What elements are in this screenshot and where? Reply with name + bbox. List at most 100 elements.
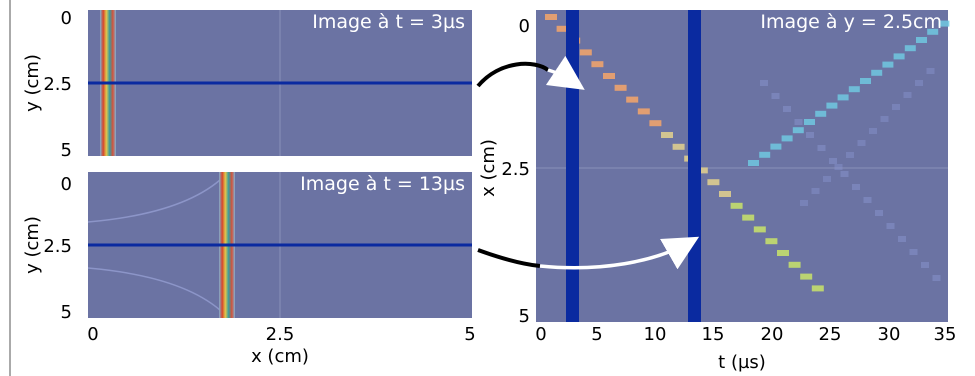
trace-faint-step (903, 92, 912, 98)
trace-faint-step (834, 164, 843, 170)
y-axis-label: x (cm) (478, 139, 499, 197)
x-tick-label: 2.5 (266, 324, 295, 345)
panel-bottom-left-caption: Image à t = 13µs (300, 173, 465, 195)
trace-faint-step (817, 145, 826, 151)
x-tick-label: 15 (702, 324, 725, 345)
arrow-bottom (477, 236, 700, 270)
trace-faint-step (852, 184, 860, 190)
trace-descending-step (707, 179, 720, 186)
trace-descending-step (742, 214, 755, 221)
y-tick-label: 0 (519, 16, 530, 37)
trace-descending-step (811, 285, 824, 292)
trace-descending-step (591, 61, 604, 68)
trace-descending-step (719, 191, 731, 197)
reflection-curve-bottom (87, 267, 221, 311)
y-tick-label: 5 (61, 140, 72, 161)
trace-faint-step (932, 275, 941, 281)
arrow-top-white (545, 55, 585, 90)
trace-faint-step (846, 152, 854, 158)
wave-traces (545, 14, 950, 292)
trace-faint-step (875, 210, 883, 216)
time-marker-3us (566, 10, 579, 322)
trace-faint-step (915, 80, 923, 86)
trace-ascending-step (804, 119, 815, 125)
trace-faint-step (880, 116, 889, 122)
trace-ascending-step (792, 127, 804, 134)
x-tick-label: 5 (464, 324, 475, 345)
panel-right-field (536, 10, 948, 322)
trace-faint-step (857, 140, 866, 146)
x-tick-label: 0 (535, 324, 546, 345)
trace-faint-step (794, 119, 803, 125)
trace-faint-step (892, 104, 900, 110)
panel-right: Image à y = 2.5cm 0 2.5 5 x (cm) 0 5 10 … (478, 10, 956, 373)
arrow-bottom-white (539, 236, 700, 270)
trace-faint-step (863, 197, 872, 203)
reflection-curve-top (87, 179, 221, 223)
trace-faint-step (909, 249, 918, 255)
trace-faint-step (806, 132, 814, 138)
x-axis-label: x (cm) (251, 346, 309, 367)
y-tick-label: 0 (61, 8, 72, 29)
x-tick-label: 30 (878, 324, 901, 345)
trace-descending-step (753, 226, 766, 233)
y-tick-label: 5 (519, 306, 530, 327)
trace-descending-step (777, 250, 789, 256)
trace-descending-step (730, 202, 743, 209)
trace-descending-step (695, 167, 708, 174)
trace-descending-step (637, 108, 650, 115)
trace-ascending-step (882, 61, 894, 68)
arrow-top (476, 55, 585, 90)
trace-ascending-step (938, 20, 950, 27)
trace-faint-step (886, 223, 895, 229)
trace-ascending-step (927, 28, 939, 35)
trace-descending-step (672, 143, 685, 150)
trace-faint-step (840, 171, 849, 177)
trace-faint-step (921, 262, 929, 268)
trace-ascending-step (837, 94, 849, 101)
trace-ascending-step (826, 102, 838, 109)
x-tick-label: 5 (591, 324, 602, 345)
x-tick-label: 20 (761, 324, 784, 345)
trace-ascending-step (904, 45, 916, 52)
trace-descending-step (626, 96, 639, 103)
y-tick-label: 0 (61, 174, 72, 195)
x-tick-label: 25 (819, 324, 842, 345)
trace-faint-step (800, 200, 808, 206)
trace-descending-step (788, 261, 801, 268)
trace-descending-step (800, 273, 813, 280)
x-tick-label: 10 (644, 324, 667, 345)
y-tick-label: 2.5 (43, 74, 72, 95)
y-tick-label: 2.5 (501, 159, 530, 180)
trace-descending-step (545, 14, 557, 20)
x-tick-label: 0 (87, 324, 98, 345)
panel-right-caption: Image à y = 2.5cm (760, 11, 942, 33)
trace-faint-step (823, 176, 831, 182)
panel-top-left-caption: Image à t = 3µs (312, 11, 465, 33)
arrow-top-black (476, 61, 550, 88)
y-axis-label: y (cm) (22, 54, 43, 112)
trace-faint-step (760, 80, 768, 86)
y-tick-label: 5 (61, 302, 72, 323)
trace-faint-step (829, 158, 837, 164)
trace-descending-step (661, 132, 673, 138)
y-tick-label: 2.5 (43, 236, 72, 257)
trace-descending-step (579, 49, 592, 56)
time-marker-13us (688, 10, 701, 322)
y-axis-label: y (cm) (22, 216, 43, 274)
trace-descending-step (765, 238, 778, 245)
trace-descending-step (603, 73, 615, 79)
panel-top-left: Image à t = 3µs 0 2.5 5 y (cm) (22, 8, 472, 161)
trace-ascending-step (781, 135, 793, 142)
x-axis-label: t (µs) (718, 352, 766, 373)
trace-ascending-step (871, 69, 883, 76)
trace-ascending-step (748, 160, 759, 166)
trace-faint-step (869, 128, 877, 134)
trace-ascending-step (916, 37, 927, 43)
trace-ascending-step (759, 151, 771, 158)
arrow-bottom-black (477, 248, 541, 268)
trace-descending-step (556, 25, 569, 32)
trace-faint-step (771, 93, 780, 99)
trace-descending-step (649, 120, 662, 127)
